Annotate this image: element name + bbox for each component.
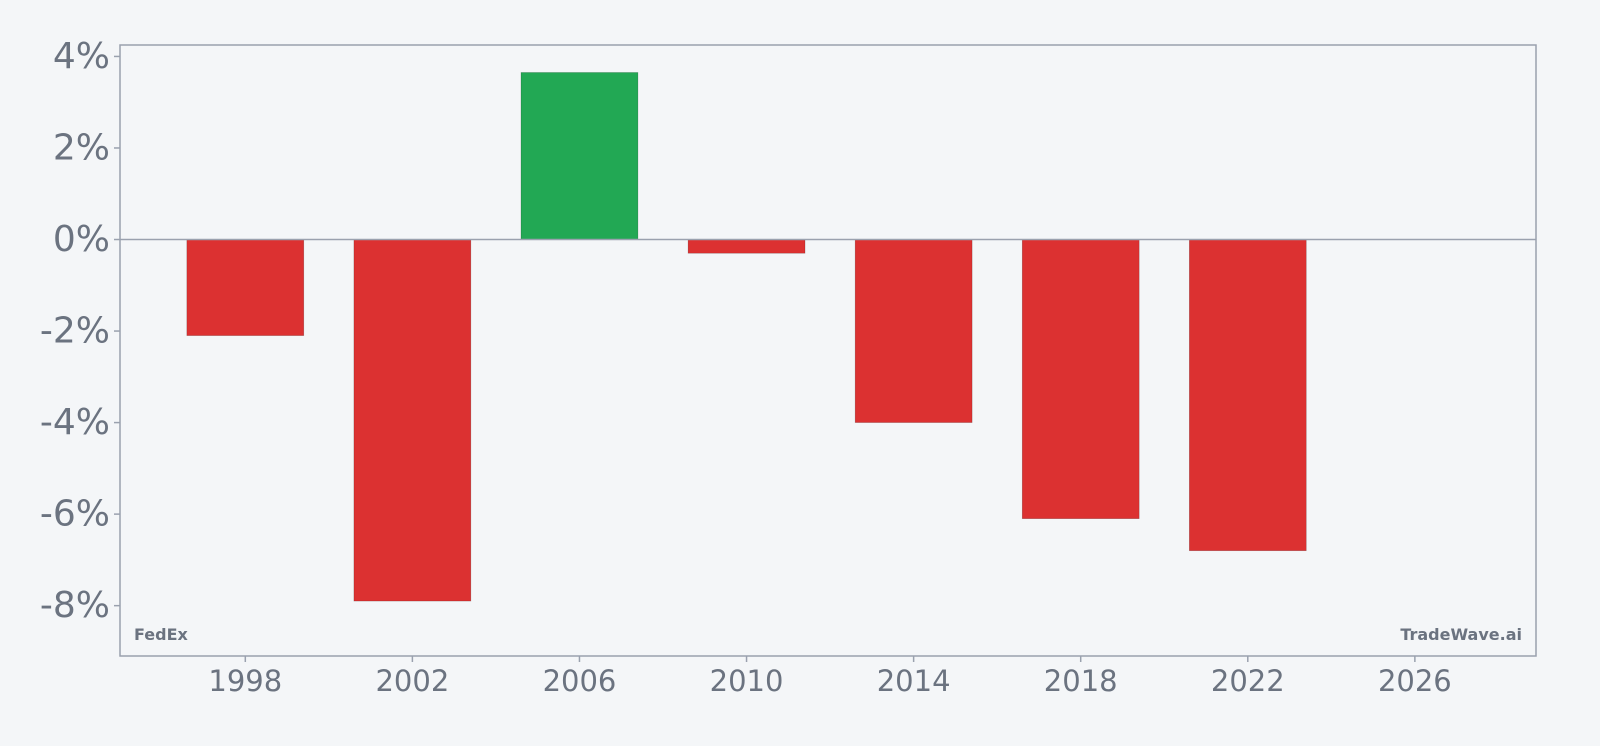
y-tick-label: -2% — [40, 311, 110, 352]
bar-1998 — [186, 239, 305, 336]
bars-group — [186, 72, 1307, 602]
bar-2002 — [353, 239, 472, 602]
x-tick-label: 2022 — [1211, 664, 1285, 698]
x-tick-label: 2026 — [1378, 664, 1452, 698]
y-tick-label: -4% — [40, 402, 110, 443]
y-tick-label: -6% — [40, 494, 110, 535]
bar-2014 — [854, 239, 973, 423]
y-tick-label: 0% — [53, 219, 110, 260]
y-axis: 4% 2% 0% -2% -4% -6% -8% — [40, 36, 120, 626]
bar-2018 — [1021, 239, 1140, 519]
x-tick-label: 1998 — [208, 664, 282, 698]
bar-2006 — [520, 72, 639, 240]
x-tick-label: 2010 — [710, 664, 784, 698]
y-tick-label: -8% — [40, 585, 110, 626]
bar-2010 — [687, 239, 806, 254]
watermark-right: TradeWave.ai — [1400, 625, 1522, 644]
x-tick-label: 2006 — [543, 664, 617, 698]
y-tick-label: 2% — [53, 127, 110, 168]
y-tick-label: 4% — [53, 36, 110, 77]
x-tick-label: 2002 — [375, 664, 449, 698]
bar-2022 — [1189, 239, 1307, 552]
x-axis: 1998 2002 2006 2010 2014 2018 2022 2026 — [208, 656, 1452, 698]
x-tick-label: 2018 — [1044, 664, 1118, 698]
watermark-left: FedEx — [134, 625, 189, 644]
plot-frame — [119, 44, 1537, 657]
x-tick-label: 2014 — [877, 664, 951, 698]
